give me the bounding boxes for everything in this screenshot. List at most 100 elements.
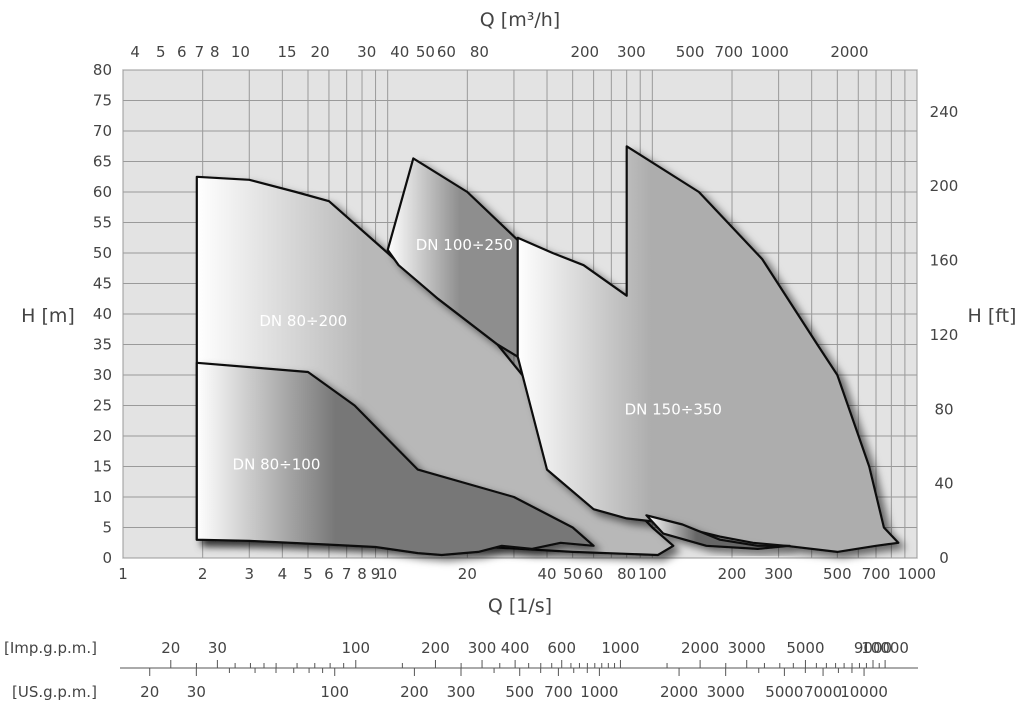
x-tick-label-bottom: 1000 — [898, 565, 936, 583]
x-tick-label-top: 500 — [676, 43, 705, 61]
imp-gpm-ticks: 20 30 100 200 300 400 600 1000 2000 3000 5000 90001… — [161, 639, 909, 668]
imp-gpm-tick-label: 30 — [208, 639, 227, 657]
y-tick-label-right: 120 — [930, 326, 959, 344]
us-gpm-tick-label: 30 — [187, 683, 206, 701]
imp-gpm-tick-label: 9000 — [854, 639, 892, 657]
y-tick-label-right: 40 — [934, 475, 953, 493]
x-tick-label-bottom: 500 — [823, 565, 852, 583]
x-tick-label-top: 50 — [416, 43, 435, 61]
x-tick-label-bottom: 1 — [118, 565, 128, 583]
y-tick-label-left: 75 — [93, 92, 112, 110]
y-tick-label-left: 45 — [93, 275, 112, 293]
us-gpm-label: [US.g.p.m.] — [12, 683, 97, 701]
us-gpm-tick-label: 10000 — [840, 683, 888, 701]
us-gpm-tick-label: 100 — [320, 683, 349, 701]
x-tick-label-bottom: 20 — [458, 565, 477, 583]
imp-gpm-tick-label: 3000 — [728, 639, 766, 657]
x-tick-label-bottom: 700 — [862, 565, 891, 583]
left-axis-tick-labels: 0 5 10 15 20 25 30 35 40 45 50 55 60 65 70 75 80 — [93, 61, 112, 567]
x-tick-label-bottom: 7 — [342, 565, 352, 583]
bottom-axis-title: Q [1/s] — [488, 595, 552, 617]
x-tick-label-bottom: 60 — [584, 565, 603, 583]
y-tick-label-right: 200 — [930, 177, 959, 195]
imp-gpm-tick-label: 100 — [341, 639, 370, 657]
x-tick-label-top: 2000 — [830, 43, 868, 61]
x-tick-label-top: 20 — [311, 43, 330, 61]
y-tick-label-left: 70 — [93, 122, 112, 140]
us-gpm-tick-label: 200 — [400, 683, 429, 701]
x-tick-label-top: 8 — [210, 43, 220, 61]
pump-region-label: DN 80÷100 — [233, 456, 321, 474]
imp-gpm-tick-label: 200 — [421, 639, 450, 657]
imp-gpm-tick-label: 300 — [468, 639, 497, 657]
y-tick-label-left: 0 — [102, 549, 112, 567]
y-tick-label-left: 50 — [93, 244, 112, 262]
us-gpm-tick-label: 2000 — [660, 683, 698, 701]
x-tick-label-top: 300 — [617, 43, 646, 61]
x-tick-label-top: 700 — [714, 43, 743, 61]
x-tick-label-bottom: 300 — [764, 565, 793, 583]
pump-region-label: DN 100÷250 — [416, 236, 513, 254]
x-tick-label-bottom: 4 — [278, 565, 288, 583]
y-tick-label-left: 40 — [93, 305, 112, 323]
x-tick-label-top: 7 — [195, 43, 205, 61]
imp-gpm-tick-label: 20 — [161, 639, 180, 657]
right-axis-title: H [ft] — [968, 305, 1017, 327]
us-gpm-tick-label: 300 — [447, 683, 476, 701]
y-tick-label-left: 35 — [93, 336, 112, 354]
x-tick-label-top: 30 — [357, 43, 376, 61]
us-gpm-tick-label: 700 — [544, 683, 573, 701]
pump-region — [645, 514, 791, 550]
y-tick-label-right: 80 — [934, 400, 953, 418]
y-tick-label-left: 60 — [93, 183, 112, 201]
x-tick-label-top: 80 — [470, 43, 489, 61]
pump-regions — [195, 145, 900, 557]
imp-gpm-tick-label: 1000 — [601, 639, 639, 657]
y-tick-label-left: 30 — [93, 366, 112, 384]
y-tick-label-left: 80 — [93, 61, 112, 79]
us-gpm-tick-label: 500 — [505, 683, 534, 701]
pump-region-labels: DN 80÷200 DN 100÷250 DN 80÷100 DN 150÷350 — [233, 236, 722, 474]
y-tick-label-left: 55 — [93, 214, 112, 232]
imp-gpm-label: [Imp.g.p.m.] — [4, 639, 97, 657]
x-tick-label-bottom: 10 — [378, 565, 397, 583]
x-tick-label-bottom: 3 — [245, 565, 255, 583]
imp-gpm-tick-label: 400 — [501, 639, 530, 657]
x-tick-label-bottom: 8 — [357, 565, 367, 583]
y-tick-label-right: 0 — [939, 549, 949, 567]
x-tick-label-top: 200 — [570, 43, 599, 61]
x-tick-label-top: 1000 — [751, 43, 789, 61]
pump-region — [516, 145, 900, 553]
y-tick-label-left: 25 — [93, 397, 112, 415]
us-gpm-tick-label: 3000 — [707, 683, 745, 701]
imp-gpm-tick-label: 5000 — [786, 639, 824, 657]
gpm-scales: [Imp.g.p.m.] [US.g.p.m.] 20 30 100 200 300 40… — [4, 639, 918, 701]
x-tick-label-top: 10 — [231, 43, 250, 61]
us-gpm-tick-label: 7000 — [804, 683, 842, 701]
x-tick-label-top: 4 — [130, 43, 140, 61]
x-tick-label-bottom: 5 — [303, 565, 313, 583]
y-tick-label-left: 15 — [93, 458, 112, 476]
imp-gpm-tick-label: 600 — [547, 639, 576, 657]
top-axis-tick-labels: 4 5 6 7 8 10 15 20 30 40 50 60 80 200 300 500 700 1000 200… — [130, 43, 868, 61]
pump-region — [195, 361, 595, 557]
us-gpm-tick-label: 1000 — [580, 683, 618, 701]
x-tick-label-bottom: 2 — [198, 565, 208, 583]
x-tick-label-bottom: 80 — [617, 565, 636, 583]
right-axis-tick-labels: 0 40 80 120 160 200 240 — [930, 103, 959, 567]
x-tick-label-bottom: 100 — [638, 565, 667, 583]
x-tick-label-top: 5 — [156, 43, 166, 61]
y-tick-label-left: 65 — [93, 153, 112, 171]
us-gpm-tick-label: 20 — [140, 683, 159, 701]
top-axis-title: Q [m³/h] — [480, 9, 560, 31]
x-tick-label-bottom: 9 — [371, 565, 381, 583]
y-tick-label-right: 160 — [930, 252, 959, 270]
x-tick-label-bottom: 200 — [718, 565, 747, 583]
x-tick-label-bottom: 50 — [563, 565, 582, 583]
x-tick-label-top: 15 — [277, 43, 296, 61]
us-gpm-tick-label: 5000 — [765, 683, 803, 701]
y-tick-label-right: 240 — [930, 103, 959, 121]
y-tick-label-left: 20 — [93, 427, 112, 445]
bottom-axis-tick-labels: 1 2 3 4 5 6 7 8 910 20 40 50 60 80 100 200 300 500 700 1000 — [118, 565, 936, 583]
